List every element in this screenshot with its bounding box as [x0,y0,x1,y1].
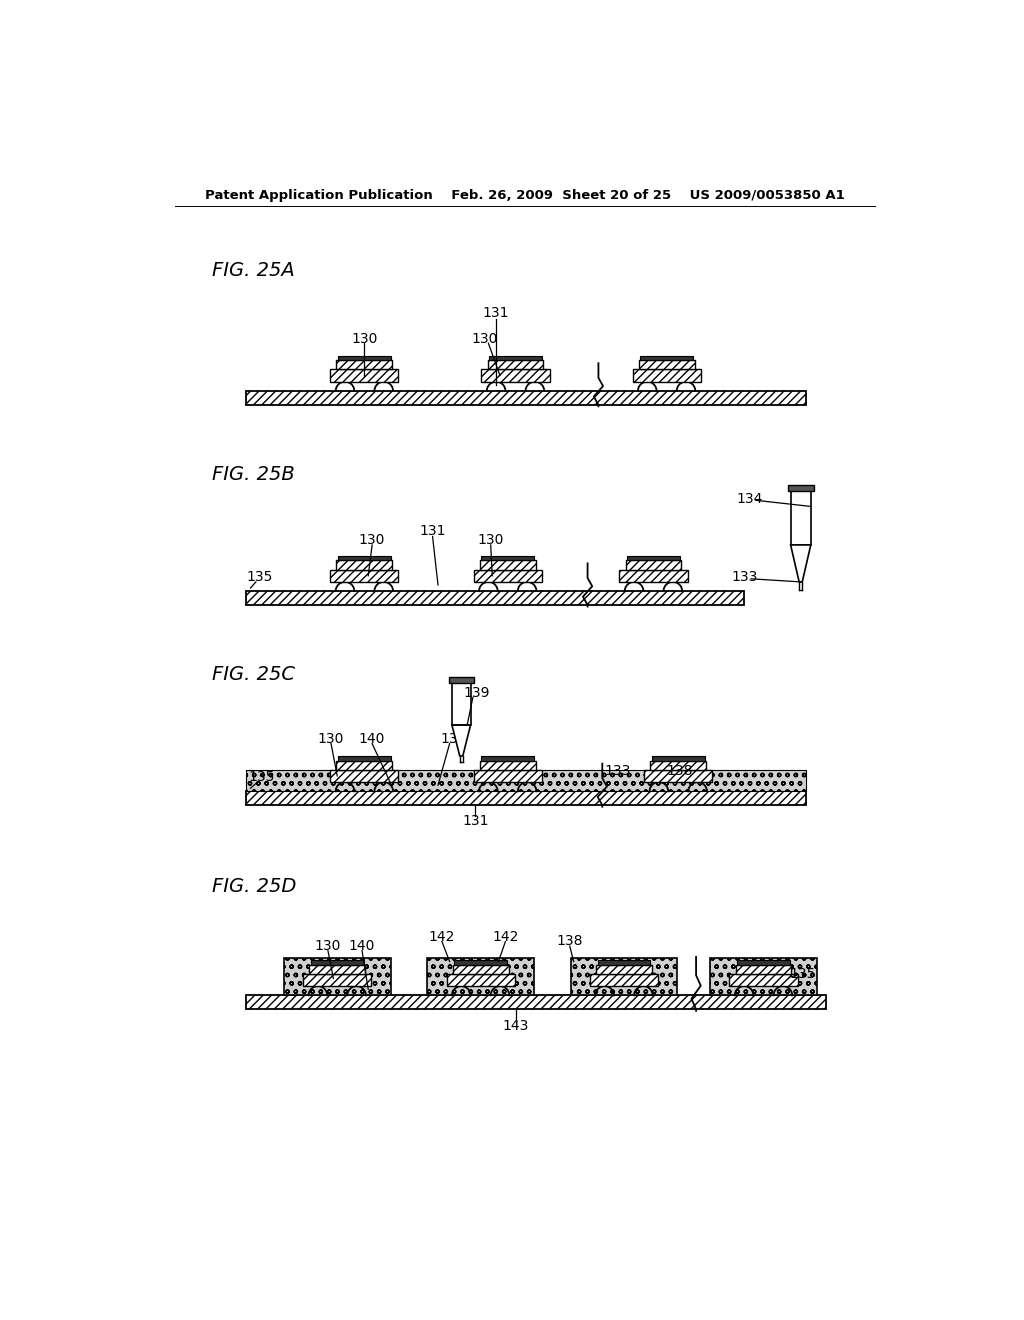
Text: FIG. 25B: FIG. 25B [212,465,295,483]
Bar [481,370,550,381]
Bar [652,756,705,760]
Bar [590,974,658,986]
Bar [338,556,391,561]
Bar [596,965,652,974]
Bar [331,770,398,781]
Bar [284,958,391,995]
Bar [246,770,806,792]
Text: 139: 139 [464,686,490,700]
Bar [626,561,681,570]
Text: FIG. 25C: FIG. 25C [212,665,295,684]
Text: 138: 138 [667,764,693,779]
Text: FIG. 25A: FIG. 25A [212,260,295,280]
Bar [427,958,535,995]
Text: 130: 130 [477,533,504,548]
Bar [311,960,364,965]
Bar [338,756,391,760]
Bar [489,355,542,360]
Bar [246,591,744,605]
Bar [246,792,806,805]
Bar [331,570,398,582]
Bar [620,570,687,582]
Bar [246,995,825,1010]
Bar [338,355,391,360]
Text: 130: 130 [351,331,378,346]
Bar [337,360,392,370]
Bar [729,974,798,986]
Bar [474,570,542,582]
Text: 135: 135 [247,570,273,585]
Bar [480,561,536,570]
Bar [737,960,790,965]
Bar [487,360,544,370]
Text: 130: 130 [317,733,344,746]
Bar [303,974,372,986]
Text: 135: 135 [790,966,815,981]
Bar [453,965,509,974]
Bar [650,760,707,770]
Bar [787,484,814,491]
Bar [480,760,536,770]
Bar [644,770,713,781]
Text: 142: 142 [493,929,518,944]
Text: 133: 133 [732,570,758,585]
Bar [570,958,678,995]
Text: 131: 131 [419,524,445,539]
Bar [481,556,535,561]
Text: FIG. 25D: FIG. 25D [212,876,296,895]
Bar [474,770,542,781]
Bar [331,370,398,381]
Text: 131: 131 [462,813,488,828]
Text: Patent Application Publication    Feb. 26, 2009  Sheet 20 of 25    US 2009/00538: Patent Application Publication Feb. 26, … [205,189,845,202]
Bar [627,556,680,561]
Text: 135: 135 [248,771,274,784]
Text: 142: 142 [429,929,455,944]
Text: 138: 138 [440,733,467,746]
Bar [337,760,392,770]
Bar [639,360,694,370]
Bar [710,958,817,995]
Bar [640,355,693,360]
Bar [446,974,515,986]
Text: 131: 131 [483,306,509,321]
Text: 130: 130 [314,939,341,953]
Bar [633,370,700,381]
Text: 134: 134 [736,492,763,506]
Bar [455,960,507,965]
Bar [791,491,811,545]
Bar [449,677,474,682]
Polygon shape [452,725,471,756]
Bar [246,391,806,405]
Bar [735,965,792,974]
Text: 143: 143 [503,1019,528,1034]
Polygon shape [791,545,811,582]
Text: 130: 130 [359,533,385,548]
Bar [598,960,650,965]
Bar [337,561,392,570]
Bar [481,756,535,760]
Text: 138: 138 [556,935,583,949]
Bar [452,682,471,725]
Text: 140: 140 [359,733,385,746]
Bar [309,965,366,974]
Text: 133: 133 [604,764,631,779]
Text: 140: 140 [349,939,375,953]
Text: 130: 130 [471,331,498,346]
